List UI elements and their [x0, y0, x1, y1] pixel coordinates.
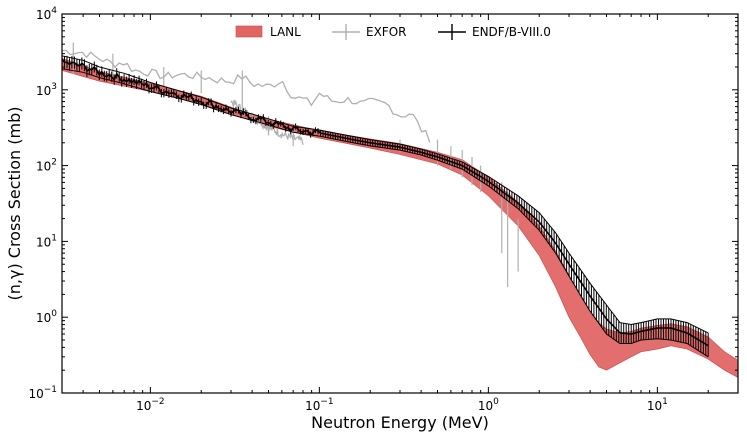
y-tick-label: 104	[36, 6, 57, 22]
legend-entry: EXFOR	[332, 24, 407, 40]
endf-upper-edge	[62, 55, 709, 334]
legend-swatch-band	[235, 25, 263, 38]
legend-entry: LANL	[235, 25, 301, 39]
legend-entry: ENDF/B-VIII.0	[438, 24, 551, 40]
y-tick-label: 103	[36, 82, 57, 98]
y-tick-label: 100	[36, 309, 57, 325]
legend-label: EXFOR	[366, 25, 407, 39]
x-tick-label: 10−1	[305, 397, 334, 413]
legend-label: LANL	[270, 25, 301, 39]
x-axis-title: Neutron Energy (MeV)	[311, 413, 489, 432]
legend: LANL EXFOR ENDF/B-VIII.0	[235, 24, 551, 40]
y-tick-label: 102	[36, 158, 57, 174]
y-axis-title: (n,γ) Cross Section (mb)	[5, 107, 24, 301]
lanl-band	[62, 57, 738, 378]
endf-line	[62, 58, 709, 347]
legend-label: ENDF/B-VIII.0	[472, 25, 551, 39]
axes: 10−2 10−1 100 101 10−1 100 101 102 103 104	[28, 6, 739, 413]
y-tick-label: 101	[36, 233, 57, 249]
endf-series	[62, 52, 709, 358]
plot-area	[62, 42, 738, 378]
exfor-line-0	[62, 49, 431, 143]
x-tick-label: 100	[478, 397, 499, 413]
x-tick-label: 101	[647, 397, 668, 413]
x-tick-label: 10−2	[136, 397, 165, 413]
y-tick-label: 10−1	[28, 385, 57, 401]
